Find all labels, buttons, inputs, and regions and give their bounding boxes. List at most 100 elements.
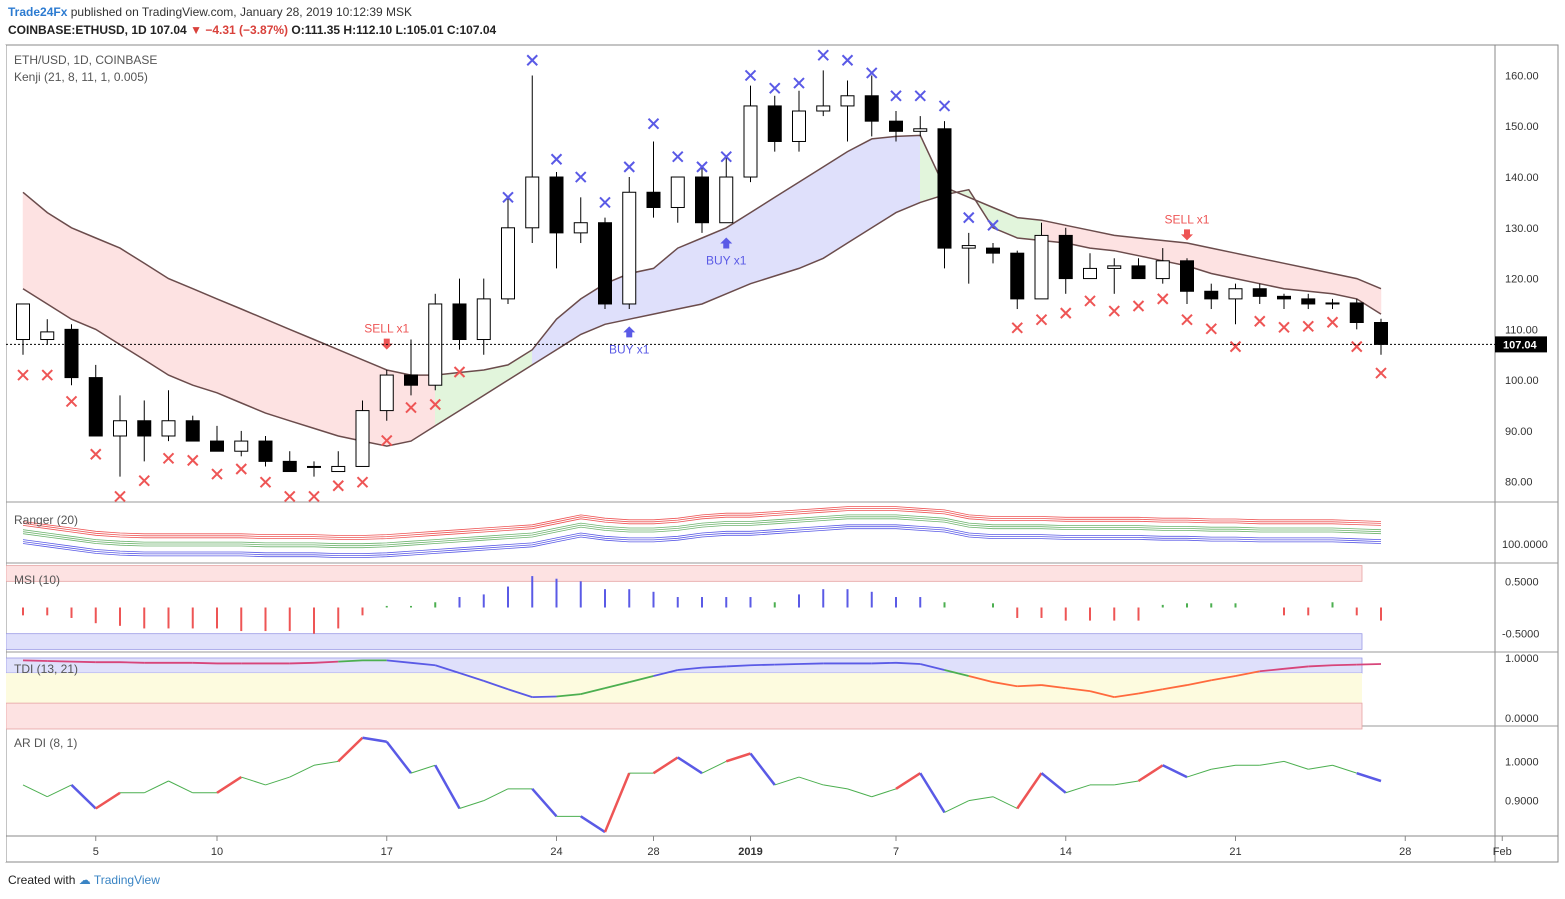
bear-cross-marker (453, 366, 466, 378)
bull-cross-marker (744, 69, 757, 82)
ohlc-values: O:111.35 H:112.10 L:105.01 C:107.04 (291, 23, 497, 37)
msi-upper-band (5, 565, 1363, 582)
sell-signal-label: SELL x1 (364, 322, 409, 336)
candle (1374, 322, 1388, 345)
ranger-title: Ranger (20) (14, 513, 78, 527)
ardi-line-segment (1308, 764, 1333, 770)
cloud-segment (507, 349, 533, 381)
tdi-line-segment (992, 681, 1018, 688)
bull-cross-marker (938, 100, 951, 112)
bull-cross-marker (550, 153, 563, 165)
tdi-line-segment (1308, 664, 1333, 668)
ardi-line-segment (313, 760, 339, 766)
candle (64, 328, 79, 379)
bear-cross-marker (1326, 316, 1339, 328)
bull-cross-marker (526, 54, 538, 66)
ardi-line-segment (1162, 764, 1188, 779)
tdi-line-segment (507, 688, 533, 698)
chart-frame (5, 44, 1559, 863)
bear-cross-marker (17, 369, 29, 381)
ardi-line-segment (22, 784, 48, 798)
ardi-line-segment (95, 791, 121, 810)
bull-cross-marker (817, 49, 829, 61)
bull-cross-marker (720, 151, 732, 163)
ardi-line-segment (483, 788, 509, 802)
tdi-line-segment (1138, 688, 1163, 695)
candle (646, 191, 661, 208)
last-price-badge-text: 107.04 (1503, 339, 1538, 351)
left-margin-mask (0, 45, 6, 862)
ardi-line-segment (434, 764, 461, 810)
bear-cross-marker (1011, 322, 1023, 334)
ardi-line-segment (1186, 768, 1212, 778)
tdi-line-segment (1114, 692, 1139, 698)
ardi-line-segment (216, 776, 242, 794)
candle (137, 420, 152, 437)
bear-cross-marker (187, 454, 199, 467)
candle (1083, 267, 1097, 280)
main-pane-title: ETH/USD, 1D, COINBASE (14, 53, 157, 67)
candle (16, 303, 30, 341)
candle (210, 440, 224, 452)
cloud-segment (192, 288, 218, 394)
ardi-tick-label: 1.0000 (1505, 756, 1539, 768)
ardi-line-segment (385, 740, 412, 774)
tdi-line-segment (629, 675, 654, 683)
bear-cross-marker (332, 480, 344, 492)
candle (476, 298, 491, 341)
bull-cross-marker (672, 151, 684, 163)
tdi-line-segment (1041, 684, 1066, 689)
tdi-line-segment (1089, 690, 1115, 698)
ranger-line (22, 506, 1382, 536)
ranger-line (22, 508, 1382, 538)
ardi-line-segment (531, 788, 558, 818)
kenji-upper-line (22, 134, 1382, 376)
candle (40, 331, 55, 341)
symbol-label: COINBASE:ETHUSD, 1D (8, 23, 147, 37)
tdi-line-segment (701, 665, 727, 669)
candle (113, 420, 127, 437)
ardi-line-segment (289, 764, 315, 778)
bear-cross-marker (1108, 305, 1120, 317)
msi-tick-label: 0.5000 (1505, 576, 1539, 588)
ardi-line-segment (1259, 760, 1285, 766)
cloud-segment (677, 237, 703, 310)
bear-cross-marker (1375, 367, 1387, 379)
bull-cross-marker (575, 171, 587, 183)
ranger-tick-label: 100.0000 (1502, 539, 1548, 551)
candle (234, 440, 249, 452)
publisher-name[interactable]: Trade24Fx (8, 5, 68, 19)
price-tick-label: 100.00 (1505, 375, 1539, 387)
ardi-line-segment (919, 772, 946, 814)
candle (161, 420, 176, 437)
candle (743, 105, 758, 178)
tradingview-link[interactable]: TradingView (93, 873, 160, 887)
price-tick-label: 160.00 (1505, 70, 1539, 82)
kenji-indicator-label: Kenji (21, 8, 11, 1, 0.005) (14, 70, 148, 84)
tdi-line-segment (22, 659, 48, 662)
ardi-line-segment (652, 756, 679, 775)
cloud-segment (168, 278, 193, 386)
sell-arrow-icon (1181, 229, 1193, 241)
candle (185, 420, 200, 442)
candle (501, 227, 515, 300)
candle (719, 176, 734, 224)
cloud-segment (71, 227, 96, 330)
candle (792, 110, 806, 142)
bear-cross-marker (1302, 320, 1314, 333)
time-tick-label: 10 (211, 846, 223, 858)
ardi-line-segment (168, 780, 193, 794)
bear-cross-marker (308, 490, 320, 503)
main-pane: SELL x1 BUY x1 BUY x1 SELL x1 (16, 49, 1388, 503)
bear-cross-marker (1181, 314, 1193, 326)
ardi-line-segment (701, 760, 727, 774)
ardi-line-segment (459, 800, 484, 809)
tdi-line-segment (1283, 665, 1309, 670)
footer: Created with ☁ TradingView (8, 873, 160, 887)
bull-cross-marker (647, 117, 660, 130)
candle (1010, 252, 1025, 300)
candle (889, 120, 903, 132)
tdi-line-segment (580, 687, 606, 695)
bull-cross-marker (890, 90, 902, 102)
